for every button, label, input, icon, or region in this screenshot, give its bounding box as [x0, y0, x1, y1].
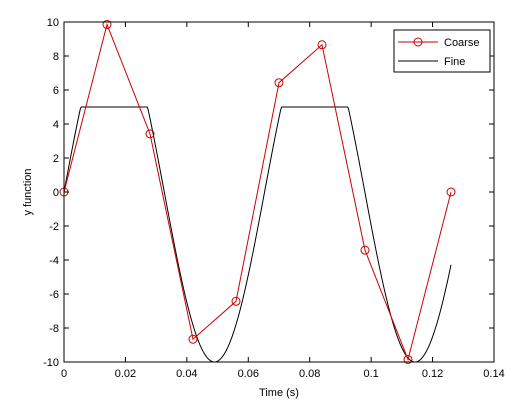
y-axis-label: y function	[22, 168, 34, 215]
x-tick-label: 0	[61, 368, 67, 380]
x-axis-ticks: 0 0.02 0.04 0.06 0.08 0.1 0.12 0.14	[61, 22, 505, 380]
y-tick-label: -8	[49, 323, 59, 335]
fine-series-line	[63, 106, 452, 363]
y-tick-label: 0	[53, 187, 59, 199]
x-tick-label: 0.04	[176, 368, 197, 380]
x-tick-label: 0.12	[422, 368, 443, 380]
x-tick-label: 0.02	[115, 368, 136, 380]
coarse-point	[231, 296, 241, 306]
fine-series-layer	[63, 106, 452, 363]
x-tick-label: 0.06	[238, 368, 259, 380]
x-axis-label: Time (s)	[259, 387, 299, 399]
coarse-point	[102, 20, 112, 30]
y-axis-ticks: -10 -8 -6 -4 -2 0 2 4 6 8 10	[43, 17, 494, 369]
legend: Coarse Fine	[393, 29, 491, 73]
y-tick-label: -6	[49, 289, 59, 301]
y-tick-label: -4	[49, 255, 59, 267]
coarse-point	[145, 129, 155, 139]
legend-coarse-marker	[413, 37, 423, 47]
coarse-point	[360, 245, 370, 255]
x-tick-label: 0.14	[483, 368, 504, 380]
y-tick-label: 6	[53, 85, 59, 97]
y-tick-label: -2	[49, 221, 59, 233]
y-tick-label: 2	[53, 153, 59, 165]
y-tick-label: -10	[43, 357, 59, 369]
y-tick-label: 8	[53, 51, 59, 63]
coarse-point	[274, 78, 284, 88]
legend-box	[393, 29, 491, 73]
x-tick-label: 0.1	[363, 368, 378, 380]
y-tick-label: 10	[47, 17, 59, 29]
legend-coarse-label: Coarse	[444, 37, 479, 49]
x-tick-label: 0.08	[299, 368, 320, 380]
plot-area-background	[64, 22, 494, 362]
coarse-point	[317, 40, 327, 50]
legend-fine-label: Fine	[444, 56, 465, 68]
coarse-point	[403, 354, 413, 364]
coarse-series-line	[63, 22, 452, 362]
coarse-point	[188, 334, 198, 344]
coarse-point	[446, 187, 456, 197]
coarse-series-layer	[59, 20, 456, 364]
y-tick-label: 4	[53, 119, 59, 131]
